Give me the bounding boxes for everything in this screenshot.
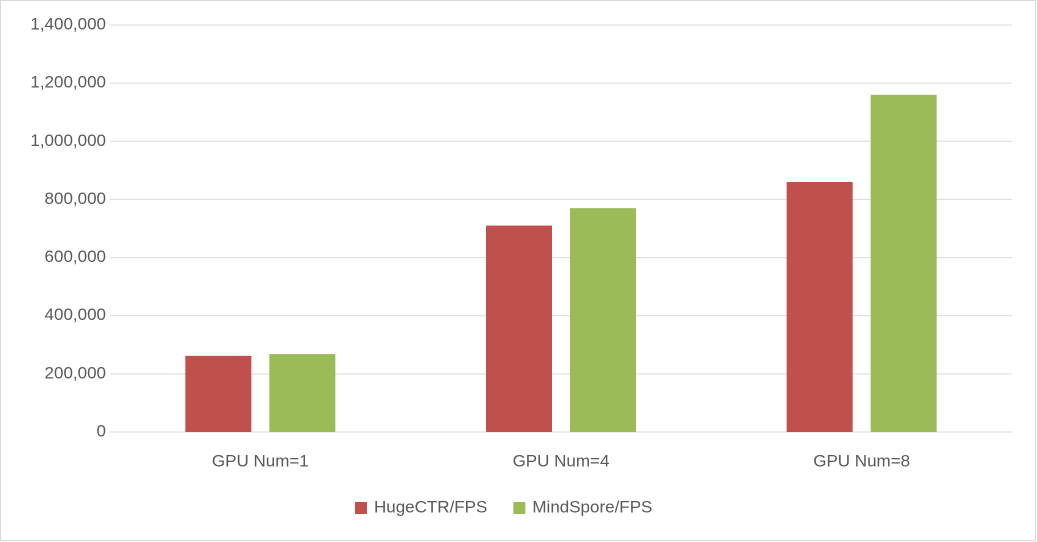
legend-swatch — [513, 502, 526, 514]
y-tick-label: 800,000 — [45, 189, 106, 208]
y-tick-label: 1,000,000 — [30, 131, 106, 150]
x-tick-label: GPU Num=8 — [813, 451, 910, 470]
bar — [269, 354, 336, 432]
y-tick-label: 200,000 — [45, 363, 106, 382]
y-tick-label: 1,200,000 — [30, 73, 106, 92]
legend-swatch — [355, 502, 367, 514]
x-tick-label: GPU Num=4 — [513, 451, 610, 470]
legend-label: MindSpore/FPS — [532, 497, 652, 516]
y-tick-label: 0 — [97, 421, 106, 440]
y-tick-label: 400,000 — [45, 305, 106, 324]
bar — [786, 181, 853, 432]
x-tick-label: GPU Num=1 — [212, 451, 309, 470]
y-tick-label: 600,000 — [45, 247, 106, 266]
bar — [486, 225, 552, 432]
y-tick-label: 1,400,000 — [30, 14, 106, 33]
legend-label: HugeCTR/FPS — [374, 497, 487, 516]
bar — [870, 94, 937, 433]
bar — [185, 355, 252, 432]
bar — [570, 208, 636, 432]
